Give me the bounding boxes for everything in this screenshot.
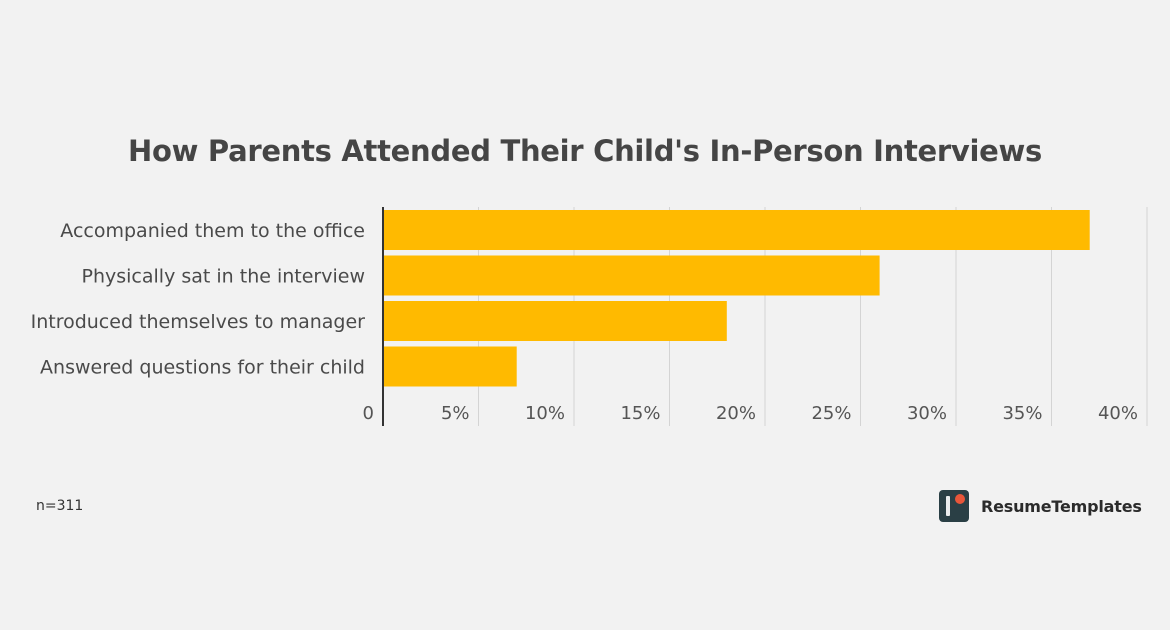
resumetemplates-logo-icon	[939, 490, 969, 522]
x-tick-label-5: 5%	[441, 403, 470, 424]
sample-size-note: n=311	[36, 498, 84, 514]
x-tick-label-10: 10%	[525, 403, 565, 424]
brand-name: ResumeTemplates	[981, 496, 1142, 516]
bar-4	[383, 346, 517, 387]
category-label-4: Answered questions for their child	[40, 357, 365, 379]
category-labels: Accompanied them to the office Physically…	[31, 220, 366, 379]
category-label-2: Physically sat in the interview	[82, 266, 366, 288]
x-tick-label-35: 35%	[1002, 403, 1042, 424]
x-tick-label-20: 20%	[716, 403, 756, 424]
x-tick-label-0: 0	[363, 403, 374, 424]
x-tick-labels: 0 5% 10% 15% 20% 25% 30% 35% 40%	[363, 403, 1138, 424]
x-tick-label-15: 15%	[620, 403, 660, 424]
x-tick-label-40: 40%	[1098, 403, 1138, 424]
x-tick-label-25: 25%	[811, 403, 851, 424]
category-label-3: Introduced themselves to manager	[31, 311, 366, 333]
x-tick-label-30: 30%	[907, 403, 947, 424]
bars	[383, 210, 1090, 387]
bar-1	[383, 210, 1090, 250]
chart-title: How Parents Attended Their Child's In-Pe…	[128, 134, 1042, 168]
brand-logo: ResumeTemplates	[939, 490, 1142, 522]
category-label-1: Accompanied them to the office	[60, 220, 365, 242]
bar-2	[383, 255, 880, 296]
bar-3	[383, 301, 727, 341]
